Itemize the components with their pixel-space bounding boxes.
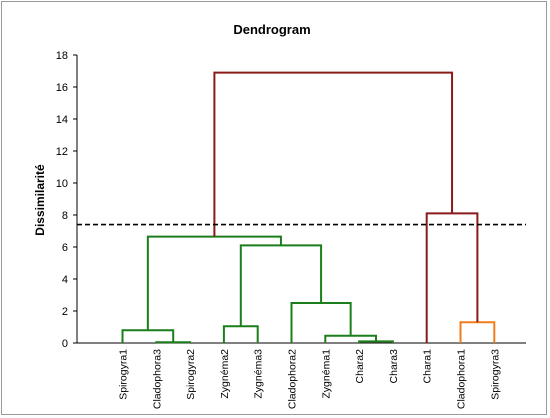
- dendrogram-link: [155, 341, 192, 344]
- y-tick-label: 0: [62, 338, 68, 350]
- dendrogram-link: [239, 244, 323, 327]
- leaf-label: Spirogyra1: [118, 349, 130, 400]
- y-axis-label: Dissimilarité: [33, 164, 47, 236]
- dendrogram-links: [121, 71, 496, 344]
- y-tick-label: 10: [56, 178, 68, 190]
- leaf-label: Cladophora2: [287, 349, 299, 409]
- leaf-label: Chara2: [354, 349, 366, 384]
- leaf-label: Chara1: [422, 349, 434, 384]
- y-tick-label: 12: [56, 146, 68, 158]
- dendrogram-link: [290, 302, 352, 343]
- y-tick-label: 2: [62, 306, 68, 318]
- leaf-label: Cladophora3: [151, 349, 163, 409]
- leaf-label: Zygnéma3: [253, 349, 265, 399]
- leaf-label: Spirogyra3: [489, 349, 501, 400]
- y-tick-label: 18: [56, 50, 68, 62]
- dendrogram-link: [222, 325, 259, 343]
- y-tick-label: 14: [56, 114, 68, 126]
- dendrogram-link: [425, 212, 479, 343]
- y-tick-label: 16: [56, 82, 68, 94]
- y-tick-label: 6: [62, 242, 68, 254]
- axes: [76, 55, 526, 344]
- leaf-label: Zygnéma2: [219, 349, 231, 399]
- leaf-label: Cladophora1: [456, 349, 468, 409]
- dendrogram-link: [459, 321, 496, 343]
- dendrogram-link: [213, 71, 454, 237]
- leaf-label: Spirogyra2: [185, 349, 197, 400]
- leaf-labels: Spirogyra1 Cladophora3 Spirogyra2 Zygnéma2 Z…: [118, 349, 502, 409]
- dendrogram-link: [121, 329, 175, 343]
- dendrogram-link: [146, 235, 282, 331]
- chart-title: Dendrogram: [233, 22, 310, 37]
- y-tick-label: 8: [62, 210, 68, 222]
- leaf-label: Chara3: [388, 349, 400, 384]
- y-tick-label: 4: [62, 274, 68, 286]
- y-ticks: 0 2 4 6 8 10 12 14 16 18: [56, 50, 77, 350]
- leaf-label: Zygnéma1: [320, 349, 332, 399]
